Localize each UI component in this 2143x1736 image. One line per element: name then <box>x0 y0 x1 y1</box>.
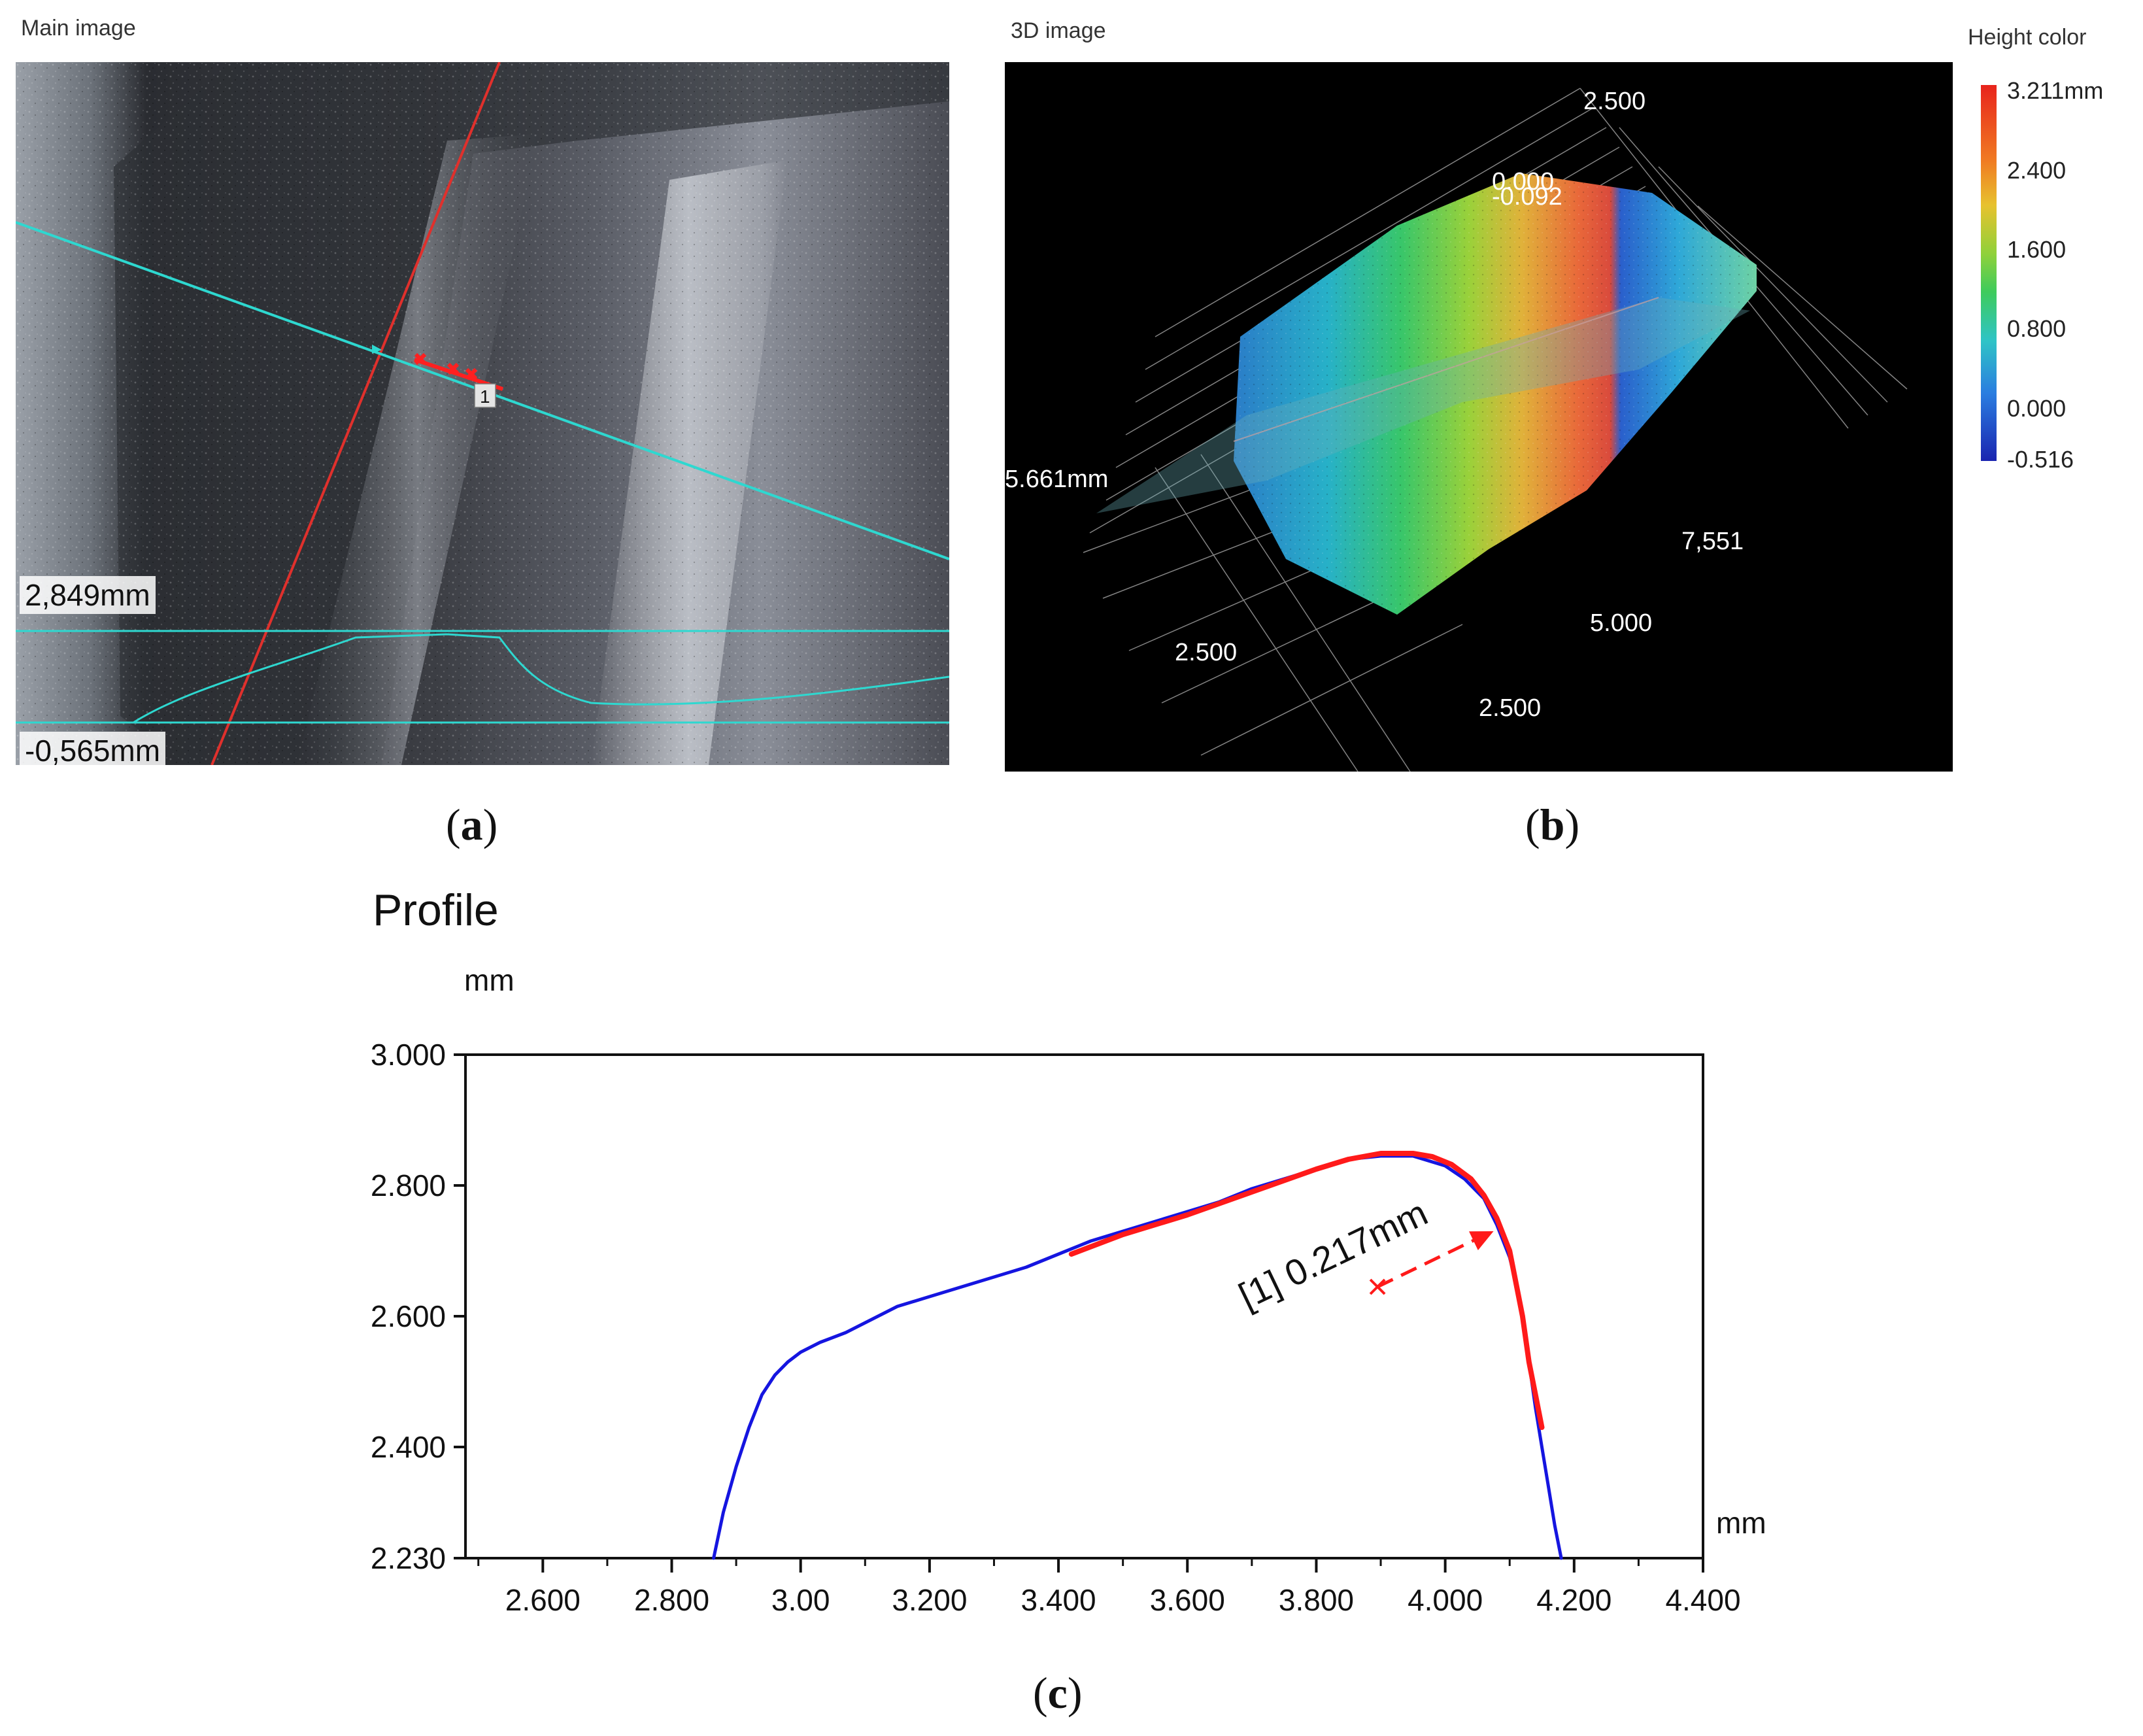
axis-label-top-0000: 0.000 <box>1492 168 1554 196</box>
profile-trace-overlay <box>133 633 949 724</box>
radius-arrow-head <box>1468 1231 1494 1251</box>
height-color-title: Height color <box>1968 25 2087 50</box>
x-tick-label: 3.600 <box>1150 1583 1225 1617</box>
axis-label-left-mm: 5.661mm <box>1005 466 1108 493</box>
y-tick-label: 2.230 <box>371 1541 446 1575</box>
axis-label-right-5000: 5.000 <box>1590 609 1652 637</box>
caption-b: (b) <box>1525 800 1580 849</box>
x-tick-label: 3.800 <box>1279 1583 1354 1617</box>
x-axis-unit: mm <box>1716 1506 1766 1540</box>
radius-arrow-line <box>1377 1235 1481 1289</box>
scale-label-2400: 2.400 <box>2007 157 2067 184</box>
radius-annotation-label: [1] 0.217mm <box>1232 1192 1434 1317</box>
caption-c: (c) <box>1033 1668 1083 1718</box>
x-tick-label: 3.200 <box>892 1583 967 1617</box>
lower-height-label: -0,565mm <box>20 732 166 765</box>
axis-label-top-2500: 2.500 <box>1583 88 1645 115</box>
x-tick-label: 2.800 <box>634 1583 709 1617</box>
axis-label-top-partial: -0.092 <box>1492 183 1562 211</box>
plot-frame <box>464 1053 1704 1559</box>
x-tick-label: 3.00 <box>771 1583 830 1617</box>
series-fit-line <box>1068 1151 1545 1430</box>
y-tick-label: 2.800 <box>371 1168 446 1202</box>
profile-chart: Profile mm mm 2.2302.4002.6002.8003.000 … <box>371 886 1766 1617</box>
marker-box <box>474 383 496 408</box>
main-image-title: Main image <box>21 16 136 41</box>
edge-line <box>211 62 501 765</box>
caption-a: (a) <box>446 800 498 849</box>
main-image-micrograph: 1 <box>16 62 949 765</box>
scale-label-0800: 0.800 <box>2007 315 2067 342</box>
x-tick-label: 4.200 <box>1536 1583 1611 1617</box>
axis-label-bottom-2500-right: 2.500 <box>1479 694 1541 722</box>
y-tick-label: 3.000 <box>371 1038 446 1072</box>
y-tick-label: 2.600 <box>371 1299 446 1333</box>
axis-label-bottom-2500-left: 2.500 <box>1175 639 1237 666</box>
chart-title: Profile <box>373 886 499 935</box>
x-tick-label: 3.400 <box>1021 1583 1096 1617</box>
scale-label-0000: 0.000 <box>2007 395 2067 422</box>
scale-label-max: 3.211mm <box>2007 77 2104 104</box>
axis-label-right-7551: 7,551 <box>1681 528 1744 555</box>
main-image-panel[interactable]: 1 2,849mm -0,565mm <box>16 62 949 765</box>
x-tick-label: 4.000 <box>1408 1583 1483 1617</box>
series-profile-line <box>712 1154 1563 1560</box>
3d-image-title: 3D image <box>1011 18 1106 43</box>
x-tick-label: 2.600 <box>505 1583 581 1617</box>
scale-label-1600: 1.600 <box>2007 236 2067 263</box>
radius-center-marker <box>1369 1278 1386 1295</box>
y-axis-unit: mm <box>464 963 515 997</box>
3d-image-panel[interactable]: 2.500 0.000 -0.092 5.661mm 7,551 5.000 2… <box>1005 62 1953 772</box>
x-tick-label: 4.400 <box>1665 1583 1740 1617</box>
scale-label-min: -0.516 <box>2007 446 2074 473</box>
height-color-bar <box>1981 85 1997 461</box>
3d-surface-render: 2.500 0.000 -0.092 5.661mm 7,551 5.000 2… <box>1005 62 1908 772</box>
upper-height-label: 2,849mm <box>20 576 156 614</box>
y-tick-label: 2.400 <box>371 1430 446 1464</box>
marker-number: 1 <box>480 386 490 407</box>
